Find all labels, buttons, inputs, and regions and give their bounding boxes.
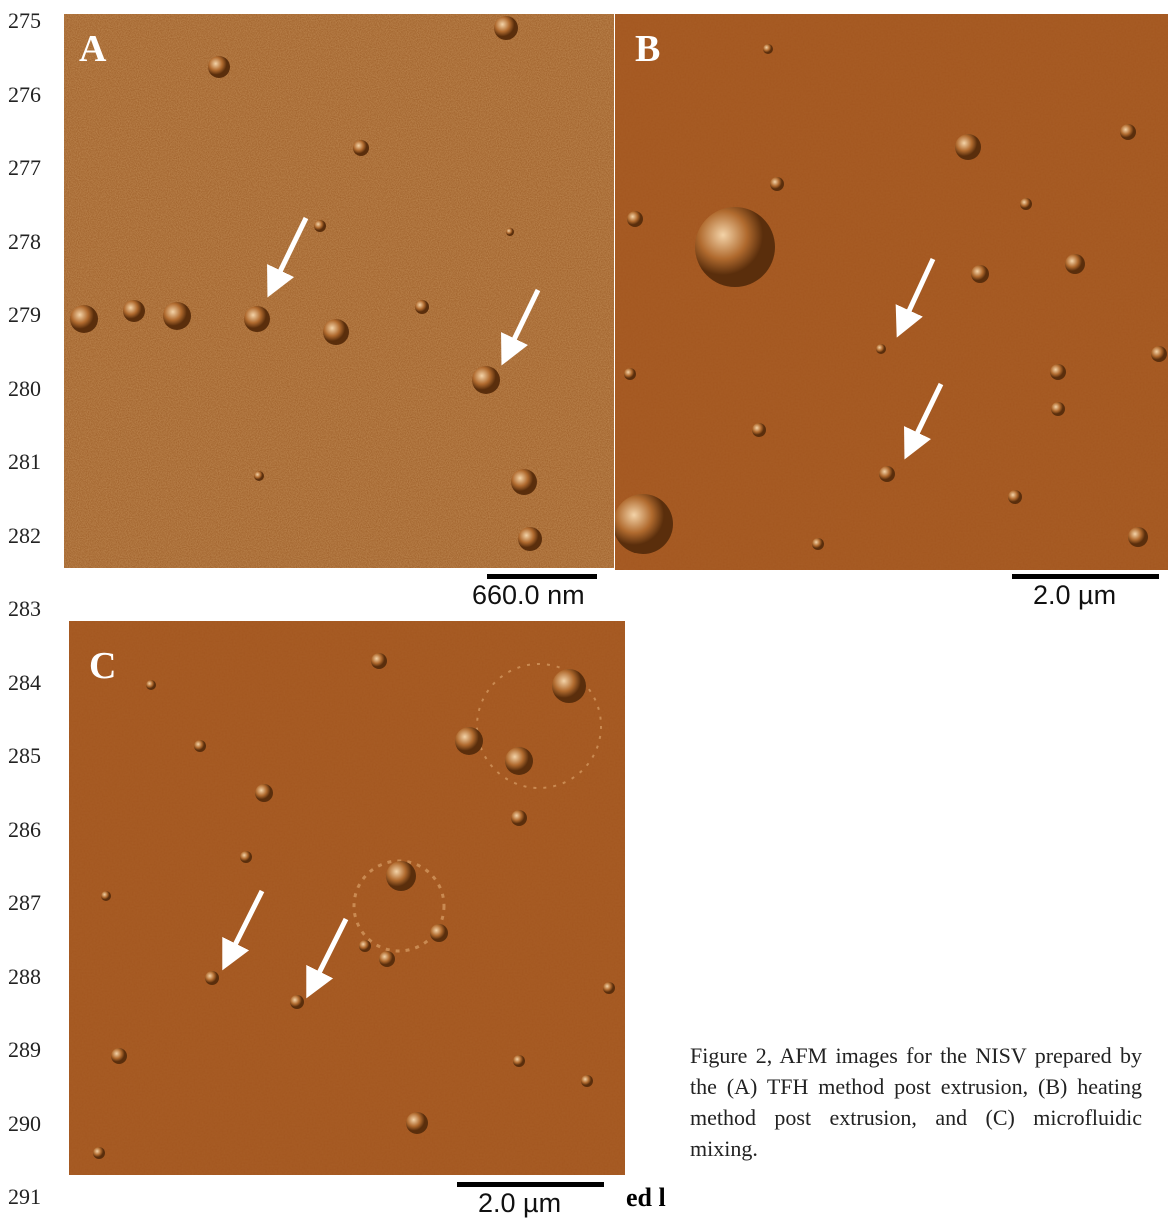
scale-bar-label: 2.0 µm [478,1188,561,1219]
line-number: 278 [8,231,41,253]
line-number: 290 [8,1113,41,1135]
scale-bar [487,574,597,579]
line-number: 281 [8,451,41,473]
page: {"line_numbers": ["275","276","277","278… [0,0,1172,1226]
line-number: 286 [8,819,41,841]
line-number: 279 [8,304,41,326]
figure-caption: Figure 2, AFM images for the NISV prepar… [690,1040,1142,1164]
afm-image-b: B [615,14,1168,570]
line-number: 275 [8,10,41,32]
line-number: 276 [8,84,41,106]
panel-label: C [89,645,116,687]
scale-bar [457,1182,604,1187]
panel-label: B [635,28,660,70]
scale-bar-label: 660.0 nm [472,580,585,611]
line-number: 277 [8,157,41,179]
text-fragment: ed l [626,1183,666,1213]
scale-bar-label: 2.0 µm [1033,580,1116,611]
scale-bar [1012,574,1159,579]
line-number: 282 [8,525,41,547]
afm-image-a: A [64,14,614,568]
line-number: 285 [8,745,41,767]
line-number: 280 [8,378,41,400]
line-number: 284 [8,672,41,694]
line-number: 289 [8,1039,41,1061]
panel-label: A [79,28,107,70]
line-number: 283 [8,598,41,620]
line-number: 291 [8,1186,41,1208]
line-number: 287 [8,892,41,914]
afm-image-c: C [69,621,625,1175]
line-number: 288 [8,966,41,988]
